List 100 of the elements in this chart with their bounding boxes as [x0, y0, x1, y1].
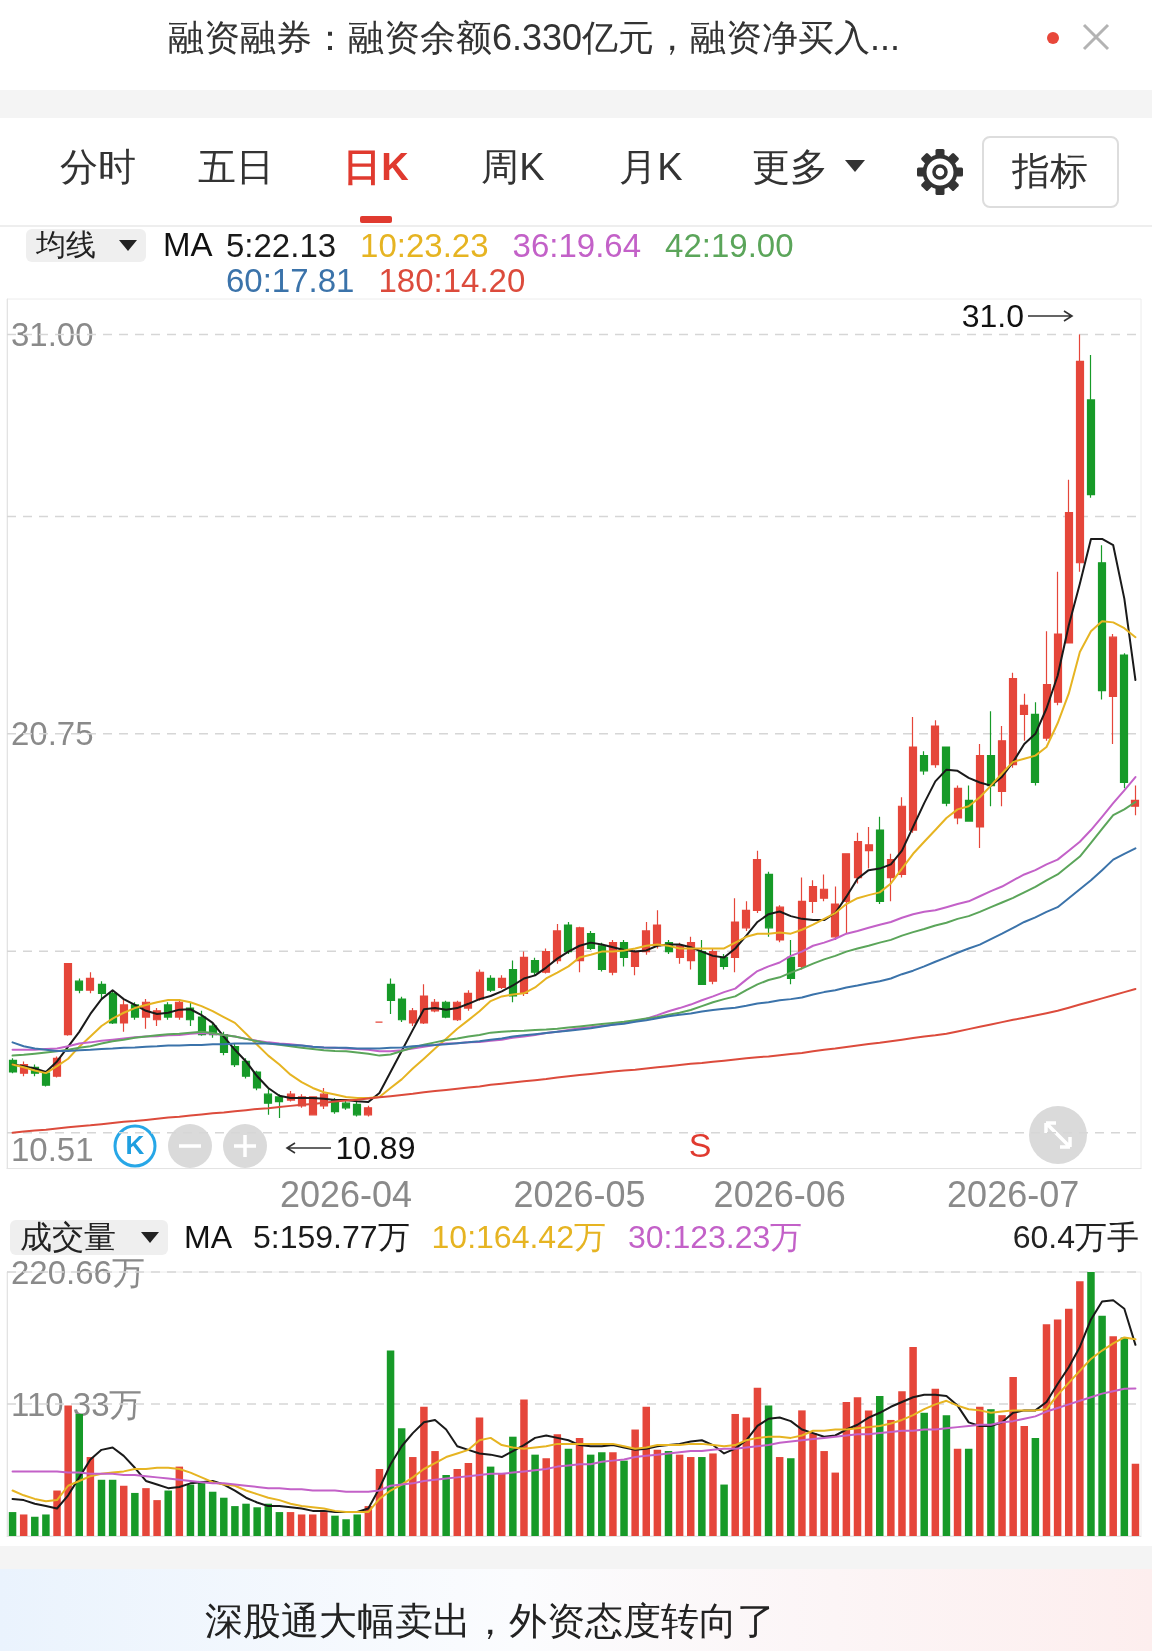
bar — [842, 1402, 851, 1536]
bar — [1020, 1425, 1029, 1536]
y-tick-label: 20.75 — [11, 715, 94, 753]
bar — [531, 1454, 539, 1536]
annotation: 31.0 — [961, 297, 1024, 335]
bar — [542, 1458, 550, 1536]
bar — [909, 1346, 917, 1536]
text: 5:159.77万 — [253, 1219, 410, 1255]
bar — [431, 1451, 439, 1536]
bar — [953, 1448, 962, 1536]
y-tick-label: 10.51 — [11, 1131, 94, 1169]
bar — [664, 1451, 673, 1536]
text: 36:19.64 — [512, 226, 642, 264]
bar — [686, 1457, 695, 1536]
bar — [976, 1406, 984, 1536]
bar — [1120, 1337, 1129, 1536]
bar — [798, 1410, 806, 1536]
bar — [308, 1514, 317, 1536]
bar — [1053, 1319, 1062, 1536]
bar — [342, 1519, 350, 1536]
bar — [42, 1514, 50, 1536]
bar — [698, 1457, 706, 1536]
bar — [153, 1500, 161, 1536]
line-series — [11, 1387, 1137, 1493]
bar — [31, 1516, 39, 1536]
bar — [1042, 1324, 1051, 1536]
text: 月K — [619, 146, 683, 190]
annotation: K — [125, 1130, 145, 1161]
bar — [286, 1512, 295, 1536]
bar — [253, 1507, 261, 1536]
bar — [242, 1503, 250, 1536]
y-tick-label: 110.33万 — [11, 1385, 143, 1423]
bar — [887, 1419, 895, 1536]
bar — [1064, 1308, 1073, 1536]
text: MA — [163, 226, 213, 264]
bar — [720, 1484, 728, 1536]
x-tick-label: 2026-07 — [947, 1174, 1080, 1216]
line-series — [11, 1299, 1137, 1514]
bar — [831, 1472, 840, 1536]
bar — [709, 1453, 717, 1536]
text: 60.4万手 — [1012, 1218, 1139, 1256]
x-tick-label: 2026-06 — [713, 1174, 846, 1216]
bar — [586, 1454, 595, 1536]
annotation: 10.89 — [335, 1129, 416, 1167]
bar — [142, 1488, 150, 1536]
bar — [1098, 1315, 1106, 1536]
bar — [631, 1429, 639, 1536]
text: 10:164.42万 — [431, 1219, 606, 1255]
line-series — [11, 1336, 1137, 1514]
y-tick-label: 220.66万 — [11, 1253, 145, 1291]
bar — [131, 1492, 139, 1536]
bar — [331, 1515, 339, 1536]
bar — [8, 1512, 17, 1536]
bar — [675, 1454, 684, 1536]
bar — [19, 1514, 28, 1536]
bar — [275, 1512, 284, 1536]
x-tick-label: 2026-04 — [280, 1174, 413, 1216]
bar — [420, 1406, 428, 1536]
bar — [442, 1474, 450, 1536]
bar — [620, 1460, 628, 1536]
text: 深股通大幅卖出，外资态度转向了 — [205, 1600, 775, 1644]
bar — [609, 1452, 617, 1536]
text: 5:22.13 — [226, 226, 337, 264]
bar — [497, 1473, 506, 1536]
text: 日K — [343, 146, 409, 190]
text: 周K — [481, 146, 545, 190]
bar — [564, 1448, 573, 1536]
bar — [464, 1463, 473, 1536]
bar — [775, 1457, 784, 1536]
bar — [653, 1449, 662, 1536]
bar — [353, 1514, 361, 1536]
bar — [197, 1480, 206, 1536]
bar — [920, 1412, 928, 1536]
bar — [1076, 1281, 1084, 1536]
text: 30:123.23万 — [627, 1219, 803, 1255]
bar — [320, 1512, 328, 1536]
text: 更多 — [752, 146, 828, 190]
bar — [820, 1451, 828, 1536]
text: 成交量 — [20, 1218, 116, 1256]
bar — [220, 1497, 228, 1536]
bar — [731, 1413, 739, 1536]
bar — [1009, 1376, 1017, 1536]
bar — [809, 1433, 817, 1536]
bar — [97, 1479, 106, 1536]
x-tick-label: 2026-05 — [513, 1174, 646, 1216]
bar — [1131, 1463, 1140, 1536]
bar — [164, 1490, 172, 1536]
text: 五日 — [198, 146, 274, 190]
bar — [108, 1479, 117, 1536]
bar — [787, 1458, 795, 1536]
text: 10:23.23 — [360, 226, 489, 264]
text: 分时 — [60, 146, 136, 190]
bar — [1031, 1437, 1040, 1536]
bar — [520, 1399, 528, 1536]
bar — [898, 1391, 906, 1536]
bar — [231, 1506, 239, 1536]
text: 指标 — [1012, 150, 1088, 194]
bar — [409, 1457, 417, 1536]
bar — [486, 1466, 495, 1536]
text: 60:17.81 — [226, 261, 355, 299]
